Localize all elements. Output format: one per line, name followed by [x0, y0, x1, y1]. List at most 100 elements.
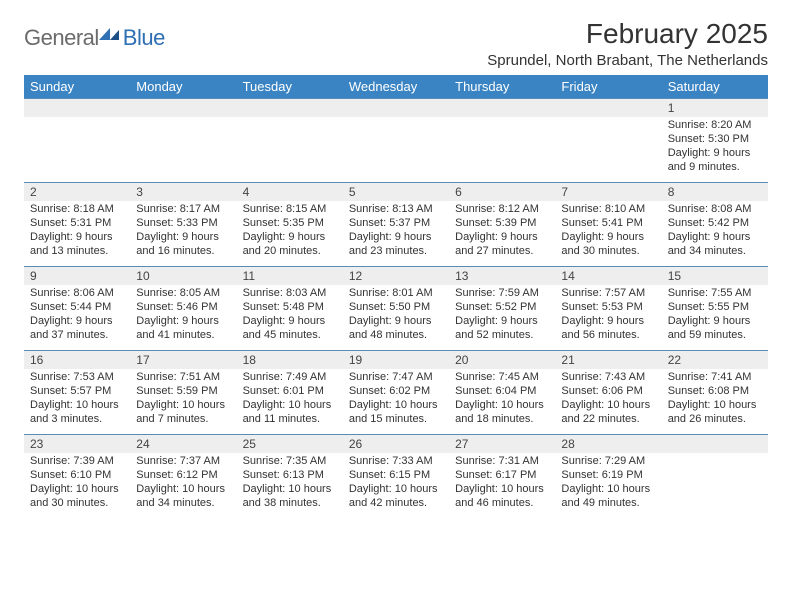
day-number: 22 [668, 353, 681, 367]
day-number: 10 [136, 269, 149, 283]
day-number-cell [24, 99, 130, 117]
daylight-text: Daylight: 9 hours and 45 minutes. [243, 314, 337, 343]
day-number: 13 [455, 269, 468, 283]
day-number-cell: 27 [449, 435, 555, 453]
day-number-row: 1 [24, 99, 768, 117]
day-content-cell: Sunrise: 8:15 AMSunset: 5:35 PMDaylight:… [237, 201, 343, 267]
daylight-text: Daylight: 10 hours and 15 minutes. [349, 398, 443, 427]
day-number: 27 [455, 437, 468, 451]
day-content-cell [555, 117, 661, 183]
day-content-cell: Sunrise: 8:08 AMSunset: 5:42 PMDaylight:… [662, 201, 768, 267]
day-content-cell: Sunrise: 7:45 AMSunset: 6:04 PMDaylight:… [449, 369, 555, 435]
day-content-cell: Sunrise: 8:17 AMSunset: 5:33 PMDaylight:… [130, 201, 236, 267]
logo-text-gray: General [24, 25, 99, 51]
daylight-text: Daylight: 9 hours and 27 minutes. [455, 230, 549, 259]
day-number: 19 [349, 353, 362, 367]
day-content-cell: Sunrise: 7:51 AMSunset: 5:59 PMDaylight:… [130, 369, 236, 435]
sunrise-text: Sunrise: 7:53 AM [30, 370, 124, 384]
daylight-text: Daylight: 10 hours and 34 minutes. [136, 482, 230, 511]
day-number: 4 [243, 185, 250, 199]
sunrise-text: Sunrise: 7:35 AM [243, 454, 337, 468]
sunset-text: Sunset: 6:10 PM [30, 468, 124, 482]
day-number-cell: 6 [449, 183, 555, 201]
sunset-text: Sunset: 5:30 PM [668, 132, 762, 146]
daylight-text: Daylight: 9 hours and 48 minutes. [349, 314, 443, 343]
sunset-text: Sunset: 6:04 PM [455, 384, 549, 398]
weekday-header: Thursday [449, 75, 555, 99]
day-number-cell [449, 99, 555, 117]
day-number-cell: 11 [237, 267, 343, 285]
sunrise-text: Sunrise: 7:55 AM [668, 286, 762, 300]
day-number-cell [343, 99, 449, 117]
day-content-cell: Sunrise: 8:13 AMSunset: 5:37 PMDaylight:… [343, 201, 449, 267]
daylight-text: Daylight: 10 hours and 11 minutes. [243, 398, 337, 427]
weekday-header: Sunday [24, 75, 130, 99]
day-number-cell: 10 [130, 267, 236, 285]
weekday-header: Monday [130, 75, 236, 99]
sunset-text: Sunset: 6:08 PM [668, 384, 762, 398]
day-number-cell: 21 [555, 351, 661, 369]
sunrise-text: Sunrise: 7:57 AM [561, 286, 655, 300]
day-number-cell: 8 [662, 183, 768, 201]
daylight-text: Daylight: 9 hours and 30 minutes. [561, 230, 655, 259]
sunset-text: Sunset: 6:13 PM [243, 468, 337, 482]
day-number: 12 [349, 269, 362, 283]
day-content-cell: Sunrise: 7:41 AMSunset: 6:08 PMDaylight:… [662, 369, 768, 435]
day-content-cell: Sunrise: 7:43 AMSunset: 6:06 PMDaylight:… [555, 369, 661, 435]
sunrise-text: Sunrise: 7:51 AM [136, 370, 230, 384]
sunrise-text: Sunrise: 7:45 AM [455, 370, 549, 384]
daylight-text: Daylight: 10 hours and 26 minutes. [668, 398, 762, 427]
day-number-cell: 13 [449, 267, 555, 285]
day-number-cell: 4 [237, 183, 343, 201]
day-number: 2 [30, 185, 37, 199]
day-number-row: 232425262728 [24, 435, 768, 453]
day-content-cell: Sunrise: 7:49 AMSunset: 6:01 PMDaylight:… [237, 369, 343, 435]
sunrise-text: Sunrise: 7:29 AM [561, 454, 655, 468]
day-number-cell: 23 [24, 435, 130, 453]
sunrise-text: Sunrise: 8:03 AM [243, 286, 337, 300]
day-number: 16 [30, 353, 43, 367]
day-number: 15 [668, 269, 681, 283]
daylight-text: Daylight: 10 hours and 38 minutes. [243, 482, 337, 511]
sunset-text: Sunset: 6:12 PM [136, 468, 230, 482]
day-number-cell [237, 99, 343, 117]
sunset-text: Sunset: 6:19 PM [561, 468, 655, 482]
day-number-row: 9101112131415 [24, 267, 768, 285]
sunrise-text: Sunrise: 7:47 AM [349, 370, 443, 384]
weekday-header: Saturday [662, 75, 768, 99]
day-number-cell: 15 [662, 267, 768, 285]
daylight-text: Daylight: 9 hours and 16 minutes. [136, 230, 230, 259]
day-content-row: Sunrise: 8:20 AMSunset: 5:30 PMDaylight:… [24, 117, 768, 183]
day-number: 11 [243, 269, 255, 283]
day-number: 7 [561, 185, 568, 199]
sunrise-text: Sunrise: 7:41 AM [668, 370, 762, 384]
day-number-cell: 14 [555, 267, 661, 285]
sunset-text: Sunset: 5:52 PM [455, 300, 549, 314]
day-content-row: Sunrise: 8:18 AMSunset: 5:31 PMDaylight:… [24, 201, 768, 267]
daylight-text: Daylight: 10 hours and 18 minutes. [455, 398, 549, 427]
day-number-row: 16171819202122 [24, 351, 768, 369]
day-number-cell: 7 [555, 183, 661, 201]
day-content-cell: Sunrise: 7:57 AMSunset: 5:53 PMDaylight:… [555, 285, 661, 351]
day-content-cell: Sunrise: 7:59 AMSunset: 5:52 PMDaylight:… [449, 285, 555, 351]
sunset-text: Sunset: 5:57 PM [30, 384, 124, 398]
daylight-text: Daylight: 9 hours and 41 minutes. [136, 314, 230, 343]
day-number-cell [662, 435, 768, 453]
day-number: 20 [455, 353, 468, 367]
day-number-cell: 5 [343, 183, 449, 201]
day-number-cell: 26 [343, 435, 449, 453]
sunrise-text: Sunrise: 7:39 AM [30, 454, 124, 468]
day-content-cell: Sunrise: 8:10 AMSunset: 5:41 PMDaylight:… [555, 201, 661, 267]
sunset-text: Sunset: 5:46 PM [136, 300, 230, 314]
day-number-cell: 1 [662, 99, 768, 117]
weekday-header: Friday [555, 75, 661, 99]
day-number-cell: 2 [24, 183, 130, 201]
day-content-cell: Sunrise: 7:47 AMSunset: 6:02 PMDaylight:… [343, 369, 449, 435]
daylight-text: Daylight: 9 hours and 56 minutes. [561, 314, 655, 343]
day-number: 1 [668, 101, 675, 115]
day-number: 24 [136, 437, 149, 451]
day-number: 14 [561, 269, 574, 283]
title-block: February 2025 Sprundel, North Brabant, T… [487, 18, 768, 69]
day-content-cell: Sunrise: 7:55 AMSunset: 5:55 PMDaylight:… [662, 285, 768, 351]
day-number: 23 [30, 437, 43, 451]
